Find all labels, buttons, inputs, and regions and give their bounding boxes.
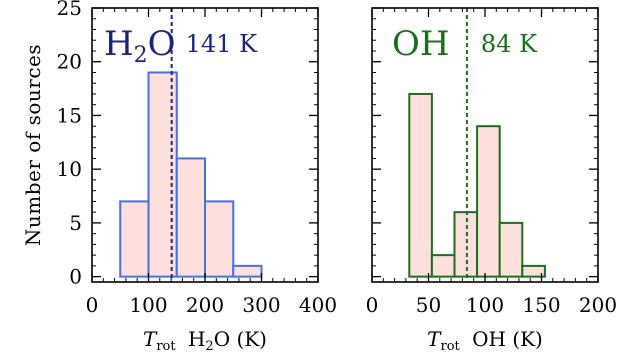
y-tick-label: 25 xyxy=(57,0,82,20)
h2o-histogram-panel: 0 5 10 15 20 25 0 100 200 300 400 H2O 141 K Trot H2O … xyxy=(57,0,338,354)
x-tick-label: 400 xyxy=(299,293,337,317)
h2o-species-label: H2O xyxy=(104,24,176,68)
h2o-x-axis-label: Trot H2O (K) xyxy=(143,327,267,354)
h2o-median-label: 141 K xyxy=(186,30,258,58)
undefined-bar-3 xyxy=(476,125,501,278)
x-tick-label: 50 xyxy=(416,293,441,317)
oh-median-label: 84 K xyxy=(481,30,538,58)
undefined-bar-1 xyxy=(430,254,456,278)
x-tick-label: 200 xyxy=(186,293,224,317)
undefined-bar-4 xyxy=(498,221,524,278)
undefined-bar-3 xyxy=(204,200,235,278)
x-tick-label: 150 xyxy=(522,293,560,317)
y-tick-label: 10 xyxy=(57,157,82,181)
x-tick-label: 0 xyxy=(366,293,379,317)
y-tick-label: 0 xyxy=(69,265,82,289)
x-tick-label: 100 xyxy=(466,293,504,317)
undefined-bar-5 xyxy=(521,264,546,278)
y-tick-label: 5 xyxy=(69,211,82,235)
undefined-bar-2 xyxy=(175,157,206,278)
oh-x-axis-label: Trot OH (K) xyxy=(427,327,543,354)
y-tick-label: 15 xyxy=(57,103,82,127)
x-tick-label: 300 xyxy=(242,293,280,317)
oh-species-label: OH xyxy=(392,24,450,64)
x-tick-label: 100 xyxy=(129,293,167,317)
oh-histogram-panel: 0 50 100 150 200 OH 84 K Trot OH (K) xyxy=(366,7,617,354)
y-tick-label: 20 xyxy=(57,50,82,74)
y-axis-label: Number of sources xyxy=(21,44,45,246)
undefined-bar-0 xyxy=(408,92,433,278)
x-tick-label: 200 xyxy=(579,293,617,317)
x-tick-label: 0 xyxy=(86,293,99,317)
undefined-bar-4 xyxy=(232,264,263,278)
undefined-bar-0 xyxy=(119,200,150,278)
undefined-bar-2 xyxy=(453,211,479,278)
